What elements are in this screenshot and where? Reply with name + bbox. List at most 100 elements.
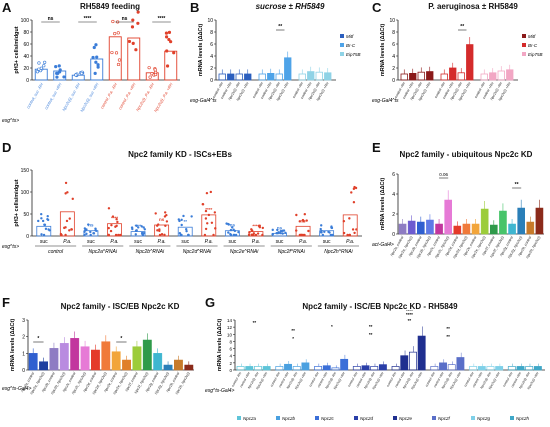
panel-e-genotype: act-Gal4> [372,242,394,248]
panel-d-bar [201,214,217,237]
panel-d-point [258,226,262,229]
panel-e-bar [499,210,507,235]
panel-b-legend-label: Eip75B [346,52,361,57]
panel-f-title: Npc2 family - ISC/EB Npc2c KD [60,302,180,311]
panel-a-point [93,71,97,75]
panel-c-bar [426,71,434,81]
panel-d-point [354,186,358,190]
panel-d-point [320,229,323,233]
panel-d-point [342,219,346,223]
panel-c-y-tick-label: 10 [389,18,395,24]
panel-a-genotype: esg^ts> [2,118,19,124]
panel-d-sig-label: ns [88,223,94,228]
panel-a-point [42,64,46,68]
panel-label-e: E [372,140,381,155]
panel-d-point [37,219,40,223]
panel-d-point [214,227,217,230]
panel-a-point [167,30,172,34]
panel-g-legend-swatch [237,416,241,420]
panel-a-point [147,66,151,70]
panel-f-bar [91,349,100,371]
panel-g-bar [516,366,525,371]
panel-e-y-tick-label: 4 [392,192,395,198]
panel-c-bar [449,67,457,81]
panel-a-point [165,64,170,68]
panel-d-point [68,217,71,220]
panel-a-point [153,68,157,72]
panel-d-point [232,233,235,237]
panel-d-point [64,233,67,237]
panel-a-point [111,19,115,24]
panel-a-point [153,72,158,77]
panel-c-bar [466,44,474,81]
panel-g-sig-label: * [292,336,294,341]
panel-g-bar [275,366,284,371]
panel-d-point [43,223,46,226]
panel-b-bar [284,57,292,81]
panel-d-point [135,224,138,227]
panel-c-legend-swatch [522,43,526,47]
panel-a-y-tick-label: 60 [23,42,29,48]
panel-d-point [84,229,87,232]
panel-d-point [227,222,230,226]
panel-d-point [178,231,182,235]
panel-f-bar [101,341,111,371]
panel-e-bar [508,223,516,235]
panel-g-sig-label: ** [408,318,412,323]
panel-d-point [213,211,217,214]
panel-d-point [201,202,204,206]
panel-d-sig-label: **** [252,224,259,229]
panel-d-title: Npc2 family KD - ISCs+EBs [128,150,232,159]
panel-d-point [89,230,92,234]
panel-d-point [137,226,140,229]
panel-d-point [87,223,90,226]
panel-f-bar [163,364,173,371]
panel-d-point [40,217,43,220]
panel-g-title: Npc2 family - ISC/EB Npc2c KD - RH5849 [302,302,458,311]
panel-f-bar [142,339,152,371]
panel-d-point [85,232,88,236]
panel-a-x-label: Npc2c(i)_suc -RH [61,82,81,112]
panel-d-sub-label: P.a. [299,239,307,245]
panel-a-point [58,68,62,72]
panel-e-bar [398,223,407,235]
panel-g-sig-label: ** [253,320,257,325]
panel-d-point [114,225,117,228]
panel-d-sig-label: **** [205,207,212,212]
panel-g-bar [314,366,323,371]
panel-g-bar [322,365,331,371]
panel-a-point [130,25,135,29]
panel-g-sig-label: ** [446,326,450,331]
panel-g-y-tick-label: 6 [229,347,232,352]
panel-g-bar [292,366,301,371]
panel-a-y-tick-label: 40 [23,54,29,60]
panel-c-y-tick-label: 4 [392,54,395,60]
panel-g-x-label: control -RH [308,371,320,388]
panel-g-bar [370,366,379,371]
panel-d-point [115,218,118,221]
panel-a-x-label: control_suc -RH [25,82,44,109]
panel-d-sub-label: P.a. [205,239,213,245]
panel-g-bar [469,366,478,371]
panel-d-point [350,191,353,194]
panel-d-point [229,232,232,236]
panel-d-point [303,233,306,237]
panel-a-point [127,39,132,44]
panel-a-title: RH5849 feeding [79,2,141,11]
panel-d-point [185,228,188,231]
panel-b-y-tick-label: 8 [210,30,213,36]
panel-e-y-axis-label: mRNA levels (ΔΔCt) [380,178,386,230]
panel-c-bar [506,69,514,81]
panel-a-point [62,75,66,79]
panel-a-x-label: control_P.a. -RH [99,82,118,110]
panel-d-point [158,233,162,237]
panel-g-legend-swatch [354,416,358,420]
panel-b-y-tick-label: 4 [210,54,213,60]
panel-g-legend-swatch [471,416,475,420]
panel-g-x-label: control -RH [269,371,281,388]
panel-f-bar [184,364,194,371]
panel-d-bar [319,230,335,237]
panel-g-legend-label: Npc2h [516,416,530,421]
panel-c-y-axis-label: mRNA levels (ΔΔCt) [380,24,386,76]
